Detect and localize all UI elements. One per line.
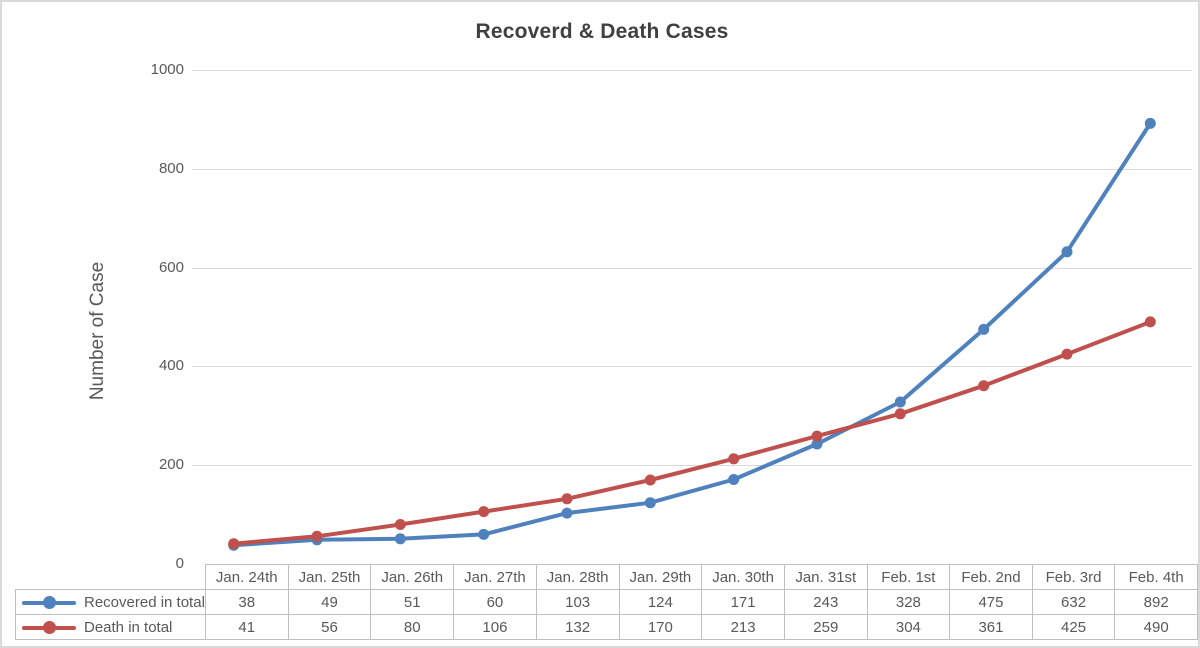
legend-label: Death in total <box>84 618 173 636</box>
legend-line-marker-icon <box>22 620 76 634</box>
table-value-cell: 213 <box>701 614 785 640</box>
recovered-in-total-marker <box>478 528 490 540</box>
death-in-total-marker <box>228 538 240 550</box>
table-header-cell: Feb. 3rd <box>1031 564 1116 590</box>
table-value-cell: 41 <box>204 614 289 640</box>
gridline <box>192 465 1192 467</box>
death-in-total-line <box>231 319 1153 546</box>
table-header-cell: Jan. 31st <box>783 564 868 590</box>
table-header-cell: Feb. 2nd <box>949 564 1033 590</box>
recovered-in-total-marker <box>1144 117 1156 129</box>
death-in-total-marker <box>1144 316 1156 328</box>
table-header-cell: Jan. 30th <box>701 564 785 590</box>
table-value-cell: 170 <box>618 614 703 640</box>
death-in-total-marker <box>811 430 823 442</box>
y-tick-label: 400 <box>158 357 184 375</box>
table-value-cell: 49 <box>287 589 372 615</box>
table-value-cell: 38 <box>204 589 289 615</box>
table-value-cell: 475 <box>949 589 1033 615</box>
table-value-cell: 103 <box>535 589 620 615</box>
table-value-cell: 51 <box>370 589 455 615</box>
chart-title: Recoverd & Death Cases <box>475 20 729 43</box>
recovered-in-total-marker <box>561 507 573 519</box>
y-tick-label: 200 <box>158 456 184 474</box>
table-value-cell: 361 <box>949 614 1033 640</box>
table-value-cell: 892 <box>1114 589 1198 615</box>
death-in-total-marker <box>394 519 406 530</box>
recovered-in-total-marker <box>728 474 740 485</box>
y-tick-label: 800 <box>158 159 184 177</box>
y-tick-label: 600 <box>158 258 184 276</box>
table-header-cell: Jan. 25th <box>287 564 372 590</box>
table-value-cell: 259 <box>783 614 868 640</box>
table-value-cell: 132 <box>535 614 620 640</box>
table-value-cell: 328 <box>866 589 951 615</box>
table-value-cell: 171 <box>701 589 785 615</box>
table-value-cell: 632 <box>1031 589 1116 615</box>
recovered-in-total-marker <box>1061 246 1073 258</box>
table-header-cell: Jan. 28th <box>535 564 620 590</box>
gridline <box>192 168 1192 170</box>
death-in-total-marker <box>978 380 990 392</box>
table-value-cell: 124 <box>618 589 703 615</box>
table-value-cell: 243 <box>783 589 868 615</box>
legend-item-recovered-in-total: Recovered in total <box>15 589 206 615</box>
table-header-cell: Jan. 27th <box>453 564 537 590</box>
table-row: Death in total 41 56 80 106 132 170 213 259 304 36… <box>15 614 1198 640</box>
death-in-total-marker <box>728 453 740 465</box>
table-value-cell: 80 <box>370 614 455 640</box>
legend-label: Recovered in total <box>84 593 205 611</box>
recovered-in-total-marker <box>978 323 990 335</box>
table-header-cell: Feb. 4th <box>1114 564 1198 590</box>
death-in-total-marker <box>1061 348 1073 360</box>
legend-line-marker-icon <box>22 595 76 609</box>
table-corner-cell <box>16 565 206 590</box>
y-tick-label: 0 <box>175 555 184 572</box>
death-in-total-marker <box>644 474 656 486</box>
table-header-cell: Jan. 24th <box>204 564 289 590</box>
death-in-total-marker <box>894 408 906 420</box>
table-value-cell: 490 <box>1114 614 1198 640</box>
table-row: Recovered in total 38 49 51 60 103 124 171 243 32… <box>15 589 1198 615</box>
table-value-cell: 56 <box>287 614 372 640</box>
recovered-in-total-marker <box>394 533 406 545</box>
table-value-cell: 60 <box>453 589 537 615</box>
recovered-in-total-marker <box>644 497 656 509</box>
death-in-total-marker <box>311 530 323 542</box>
table-value-cell: 304 <box>866 614 951 640</box>
table-header-cell: Jan. 26th <box>370 564 455 590</box>
gridline <box>192 70 1192 71</box>
recovered-in-total-marker <box>894 396 906 408</box>
table-header-cell: Feb. 1st <box>866 564 951 590</box>
legend-item-death-in-total: Death in total <box>15 614 206 640</box>
gridline <box>192 366 1192 368</box>
table-value-cell: 425 <box>1031 614 1116 640</box>
y-tick-label: 1000 <box>150 61 184 78</box>
death-in-total-marker <box>478 506 490 518</box>
recovered-in-total-marker <box>811 438 823 450</box>
data-table: Jan. 24th Jan. 25th Jan. 26th Jan. 27th Jan.… <box>15 564 1198 640</box>
table-header-cell: Jan. 29th <box>618 564 703 590</box>
gridline <box>192 267 1192 269</box>
death-in-total-marker <box>561 493 573 505</box>
table-value-cell: 106 <box>453 614 537 640</box>
recovered-in-total-line <box>231 121 1153 548</box>
table-header-row: Jan. 24th Jan. 25th Jan. 26th Jan. 27th Jan.… <box>16 564 1198 590</box>
